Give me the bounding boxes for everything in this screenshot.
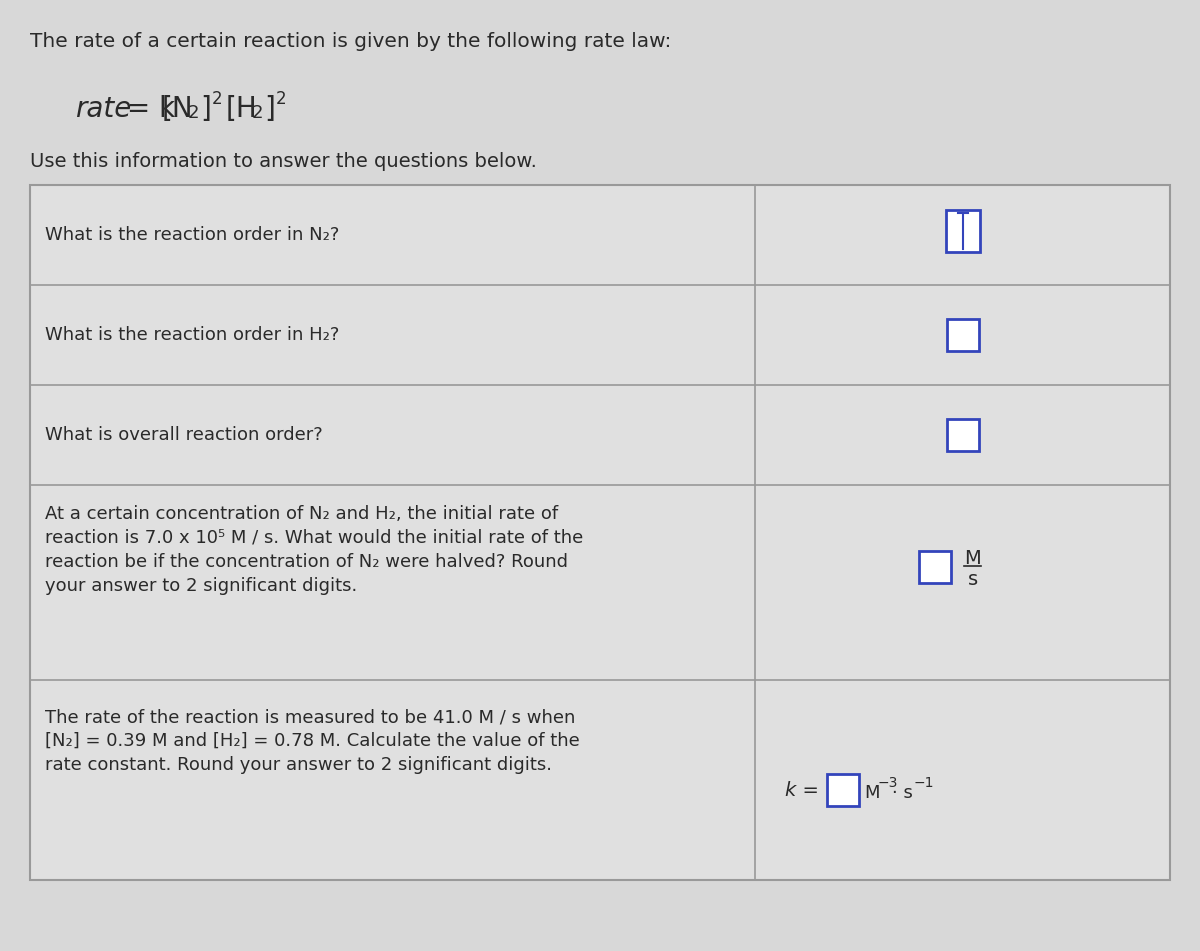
Text: The rate of a certain reaction is given by the following rate law:: The rate of a certain reaction is given …: [30, 32, 671, 51]
Text: 2: 2: [188, 104, 199, 122]
Text: k =: k =: [785, 781, 818, 800]
Bar: [947, 419, 978, 451]
Bar: [755, 185, 1170, 285]
Text: rate constant. Round your answer to 2 significant digits.: rate constant. Round your answer to 2 si…: [46, 756, 552, 774]
Text: −1: −1: [914, 776, 935, 790]
Text: [N: [N: [162, 95, 193, 123]
Text: s: s: [967, 570, 978, 589]
Text: −3: −3: [878, 776, 899, 790]
Text: 2: 2: [212, 90, 223, 108]
Bar: [30, 285, 755, 385]
Text: ]: ]: [264, 95, 275, 123]
Bar: [30, 385, 755, 485]
Bar: [755, 285, 1170, 385]
Text: · s: · s: [892, 784, 913, 802]
Text: [N₂] = 0.39 M and [H₂] = 0.78 M. Calculate the value of the: [N₂] = 0.39 M and [H₂] = 0.78 M. Calcula…: [46, 732, 580, 750]
Text: M: M: [864, 784, 880, 802]
Text: Use this information to answer the questions below.: Use this information to answer the quest…: [30, 152, 536, 171]
Bar: [30, 185, 1170, 880]
Text: reaction be if the concentration of N₂ were halved? Round: reaction be if the concentration of N₂ w…: [46, 553, 568, 571]
Bar: [30, 185, 755, 285]
Bar: [30, 485, 755, 680]
Text: rate: rate: [74, 95, 131, 123]
Text: 2: 2: [276, 90, 287, 108]
Text: 2: 2: [252, 104, 264, 122]
Bar: [755, 385, 1170, 485]
Text: [H: [H: [226, 95, 258, 123]
Bar: [947, 319, 978, 351]
Bar: [30, 680, 755, 880]
Text: reaction is 7.0 x 10⁵ M / s. What would the initial rate of the: reaction is 7.0 x 10⁵ M / s. What would …: [46, 529, 583, 547]
Text: M: M: [965, 549, 982, 568]
Bar: [918, 551, 950, 583]
Text: What is the reaction order in H₂?: What is the reaction order in H₂?: [46, 326, 340, 344]
Text: = k: = k: [118, 95, 175, 123]
Text: What is the reaction order in N₂?: What is the reaction order in N₂?: [46, 226, 340, 244]
Text: ]: ]: [200, 95, 211, 123]
Text: What is overall reaction order?: What is overall reaction order?: [46, 426, 323, 444]
Text: At a certain concentration of N₂ and H₂, the initial rate of: At a certain concentration of N₂ and H₂,…: [46, 505, 558, 523]
Text: The rate of the reaction is measured to be 41.0 M / s when: The rate of the reaction is measured to …: [46, 708, 575, 726]
Bar: [827, 774, 859, 806]
Text: your answer to 2 significant digits.: your answer to 2 significant digits.: [46, 577, 358, 595]
Bar: [755, 485, 1170, 680]
Bar: [755, 680, 1170, 880]
Bar: [946, 210, 979, 252]
